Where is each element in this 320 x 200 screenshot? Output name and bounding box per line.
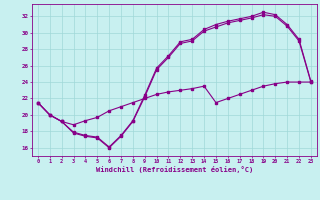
- X-axis label: Windchill (Refroidissement éolien,°C): Windchill (Refroidissement éolien,°C): [96, 166, 253, 173]
